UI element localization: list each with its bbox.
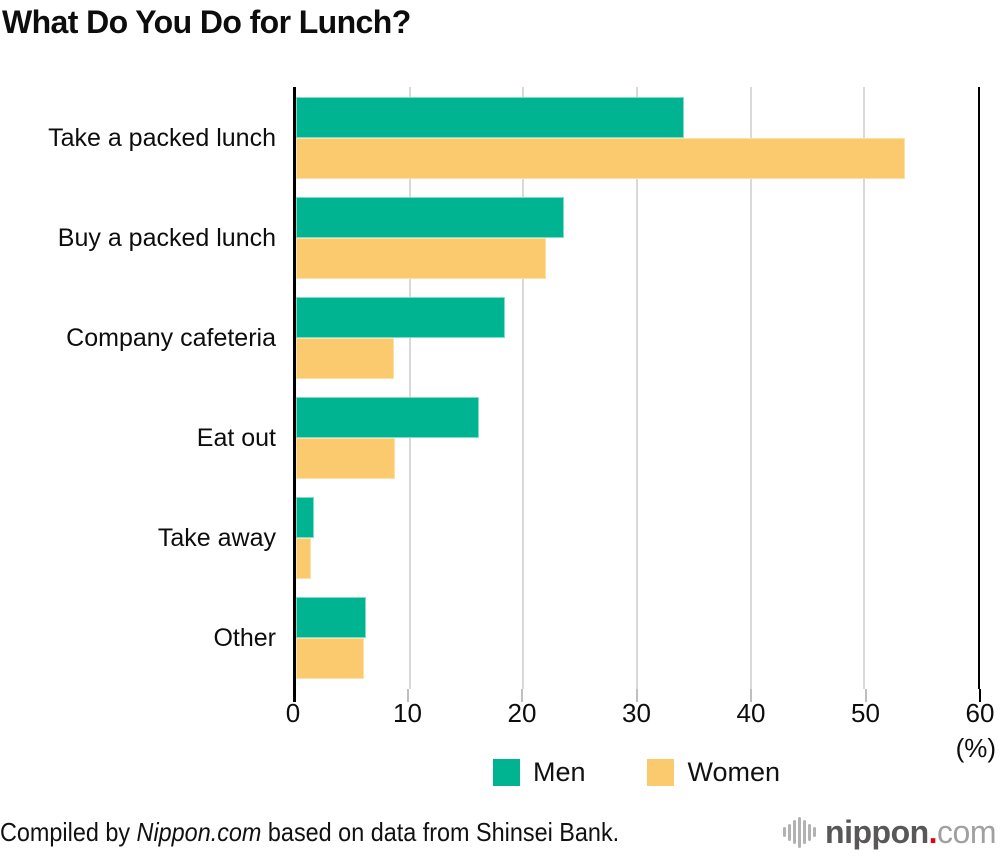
x-tick-50 [864, 689, 867, 702]
x-tick-label-50: 50 [851, 698, 880, 728]
bar-women-2 [296, 238, 547, 279]
nippon-com-logo: nippon.com [783, 814, 996, 851]
bar-men-3 [296, 297, 506, 338]
bar-women-3 [296, 338, 394, 379]
category-label-3: Company cafeteria [66, 323, 276, 352]
logo-tld: com [937, 813, 996, 850]
credit-suffix: based on data from Shinsei Bank. [261, 816, 620, 847]
bar-men-2 [296, 197, 565, 238]
logo-name: nippon [825, 813, 929, 850]
gridline-20 [522, 87, 525, 689]
bar-men-4 [296, 397, 479, 438]
category-label-1: Take a packed lunch [48, 123, 276, 152]
bar-row-6 [296, 597, 978, 679]
x-tick-30 [635, 689, 638, 702]
gridline-10 [408, 87, 411, 689]
women-color-swatch [647, 759, 675, 786]
x-axis-labels: 0 10 20 30 40 50 60 [286, 698, 995, 728]
chart-title: What Do You Do for Lunch? [2, 4, 411, 40]
bar-men-6 [296, 597, 367, 638]
x-axis-ticks [293, 689, 981, 702]
plot-area [293, 87, 980, 689]
x-tick-10 [406, 689, 409, 702]
category-label-6: Other [213, 623, 276, 652]
bar-women-4 [296, 438, 395, 479]
category-label-4: Eat out [196, 423, 276, 452]
x-tick-label-40: 40 [736, 698, 766, 728]
x-tick-0 [293, 689, 296, 702]
category-label-2: Buy a packed lunch [57, 223, 276, 252]
bar-row-4 [296, 397, 978, 479]
legend-label-men: Men [532, 757, 586, 787]
logo-dot: . [928, 813, 938, 850]
legend-item-women: Women [647, 757, 780, 788]
bar-row-2 [296, 197, 978, 279]
credit-prefix: Compiled by [0, 816, 137, 847]
x-tick-label-10: 10 [393, 698, 422, 728]
bar-row-5 [296, 497, 978, 579]
bar-women-1 [296, 138, 906, 179]
x-tick-label-30: 30 [622, 698, 651, 728]
bar-men-1 [296, 97, 684, 138]
logo-wordmark: nippon.com [825, 814, 996, 851]
x-tick-60 [979, 689, 981, 702]
legend-item-men: Men [492, 757, 586, 788]
men-color-swatch [492, 759, 520, 786]
gridline-50 [863, 87, 866, 689]
x-tick-40 [750, 689, 752, 702]
soundwave-bars-icon [783, 815, 817, 849]
gridline-30 [636, 87, 638, 689]
gridline-40 [749, 87, 752, 689]
bar-men-5 [296, 497, 315, 538]
x-tick-label-60: 60 [965, 698, 995, 728]
footer: Compiled by Nippon.com based on data fro… [0, 810, 996, 854]
legend: Men Women [293, 757, 980, 788]
bar-row-1 [296, 97, 978, 179]
x-tick-label-20: 20 [507, 698, 537, 728]
x-tick-label-0: 0 [285, 698, 301, 728]
credit-source: Nippon.com [136, 816, 262, 847]
x-tick-20 [521, 689, 523, 702]
bar-row-3 [296, 297, 978, 379]
category-label-5: Take away [157, 523, 276, 552]
legend-label-women: Women [687, 757, 781, 787]
source-credit: Compiled by Nippon.com based on data fro… [0, 817, 619, 848]
bar-women-6 [296, 638, 365, 679]
x-axis-unit-label: (%) [955, 733, 996, 763]
bar-women-5 [296, 538, 311, 579]
